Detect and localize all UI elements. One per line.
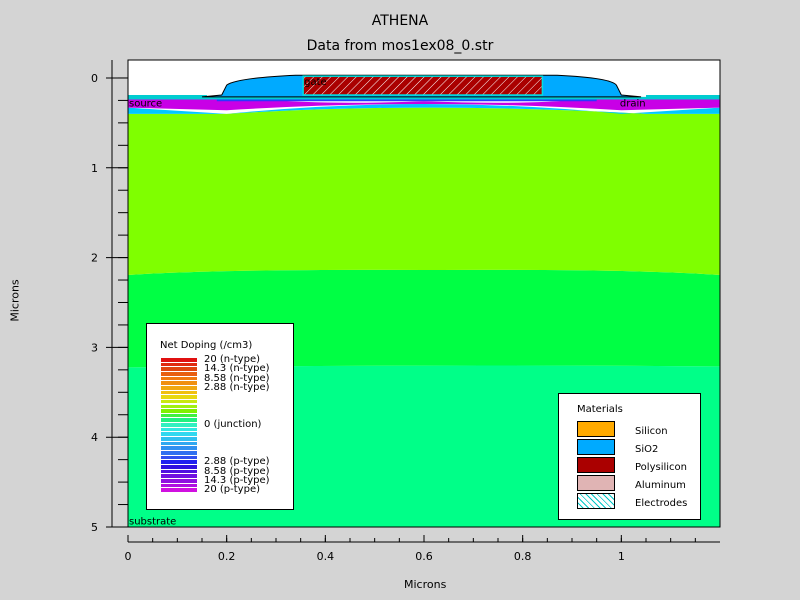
- axes: 0 0.2 0.4 0.6 0.8 1 0 1 2 3 4 5: [91, 59, 721, 563]
- materials-legend: Materials Silicon SiO2 Polysilicon Aluminum…: [558, 393, 701, 520]
- doping-swatch: [161, 455, 197, 460]
- doping-swatch: [161, 413, 197, 418]
- doping-swatch: [161, 451, 197, 455]
- doping-legend-label: 20 (n-type): [204, 354, 260, 365]
- doping-legend-label: 20 (p-type): [204, 484, 261, 496]
- y-tick-label-2: 2: [91, 252, 98, 265]
- doping-swatch: [161, 362, 197, 367]
- region-label-source: source: [129, 99, 162, 110]
- region-labels: gate source drain substrate: [129, 77, 646, 527]
- material-label: Aluminum: [635, 480, 686, 491]
- doping-swatch: [161, 385, 197, 390]
- doping-swatch: [161, 409, 197, 413]
- gate-electrode: [302, 75, 544, 96]
- doping-swatch: [161, 423, 197, 427]
- doping-swatch: [161, 367, 197, 371]
- doping-swatch: [161, 483, 197, 488]
- x-axis-label: Microns: [404, 578, 447, 591]
- material-label: Polysilicon: [635, 462, 687, 473]
- materials-legend-title: Materials: [577, 404, 623, 415]
- device-structure: [128, 74, 720, 114]
- doping-swatch: [161, 464, 197, 469]
- source-drain-implant: [128, 99, 720, 111]
- material-swatch-aluminum: [577, 475, 615, 491]
- material-swatch-sio2: [577, 439, 615, 455]
- doping-swatch: [161, 469, 197, 474]
- doping-swatch: [161, 371, 197, 376]
- doping-swatch: [161, 460, 197, 464]
- doping-swatch: [161, 432, 197, 437]
- y-tick-label-5: 5: [91, 521, 98, 534]
- doping-swatch: [161, 474, 197, 478]
- doping-swatch: [161, 441, 197, 446]
- x-tick-label-1: 0.2: [218, 550, 236, 563]
- x-tick-label-3: 0.6: [415, 550, 433, 563]
- material-swatch-polysilicon: [577, 457, 615, 473]
- region-label-substrate: substrate: [129, 516, 176, 527]
- x-tick-label-5: 1: [618, 550, 625, 563]
- doping-band-1: [128, 107, 720, 276]
- doping-swatch: [161, 404, 197, 409]
- doping-legend-label: 2.88 (n-type): [204, 381, 270, 393]
- doping-legend-label: 8.58 (p-type): [204, 465, 270, 477]
- chart-subtitle: Data from mos1ex08_0.str: [306, 38, 494, 54]
- doping-swatch: [161, 488, 197, 492]
- material-label: Electrodes: [635, 498, 688, 509]
- y-tick-label-0: 0: [91, 72, 98, 85]
- doping-legend-title: Net Doping (/cm3): [160, 340, 253, 351]
- plot-frame: [127, 59, 721, 528]
- doping-legend-label: 8.58 (n-type): [204, 372, 270, 384]
- material-swatch-silicon: [577, 421, 615, 437]
- doping-swatch: [161, 399, 197, 404]
- y-tick-label-4: 4: [91, 431, 98, 444]
- doping-swatch: [161, 381, 197, 385]
- doping-swatch: [161, 446, 197, 450]
- doping-swatch: [161, 478, 197, 483]
- x-tick-label-0: 0: [125, 550, 132, 563]
- doping-swatch: [161, 395, 197, 399]
- x-tick-label-2: 0.4: [317, 550, 335, 563]
- material-label: SiO2: [635, 444, 659, 455]
- region-label-drain: drain: [620, 99, 646, 110]
- doping-legend-label: 0 (junction): [204, 419, 262, 431]
- junction-layer: [128, 104, 720, 114]
- doping-swatch: [161, 358, 197, 362]
- doping-legend: Net Doping (/cm3) 20 (n-type) 14.3 (n-typ…: [146, 323, 294, 510]
- doping-swatch: [161, 376, 197, 381]
- chart-title: ATHENA: [371, 13, 429, 29]
- doping-swatch: [161, 390, 197, 395]
- doping-legend-label: 2.88 (p-type): [204, 456, 270, 468]
- doping-swatch: [161, 437, 197, 441]
- y-tick-label-1: 1: [91, 162, 98, 175]
- y-tick-label-3: 3: [91, 341, 98, 354]
- doping-legend-label: 14.3 (p-type): [204, 474, 270, 486]
- region-label-gate: gate: [304, 77, 327, 88]
- x-tick-label-4: 0.8: [514, 550, 532, 563]
- material-label: Silicon: [635, 426, 668, 437]
- doping-swatch: [161, 418, 197, 423]
- material-swatch-electrodes: [577, 493, 615, 509]
- doping-legend-label: 14.3 (n-type): [204, 363, 270, 375]
- doping-swatch: [161, 427, 197, 432]
